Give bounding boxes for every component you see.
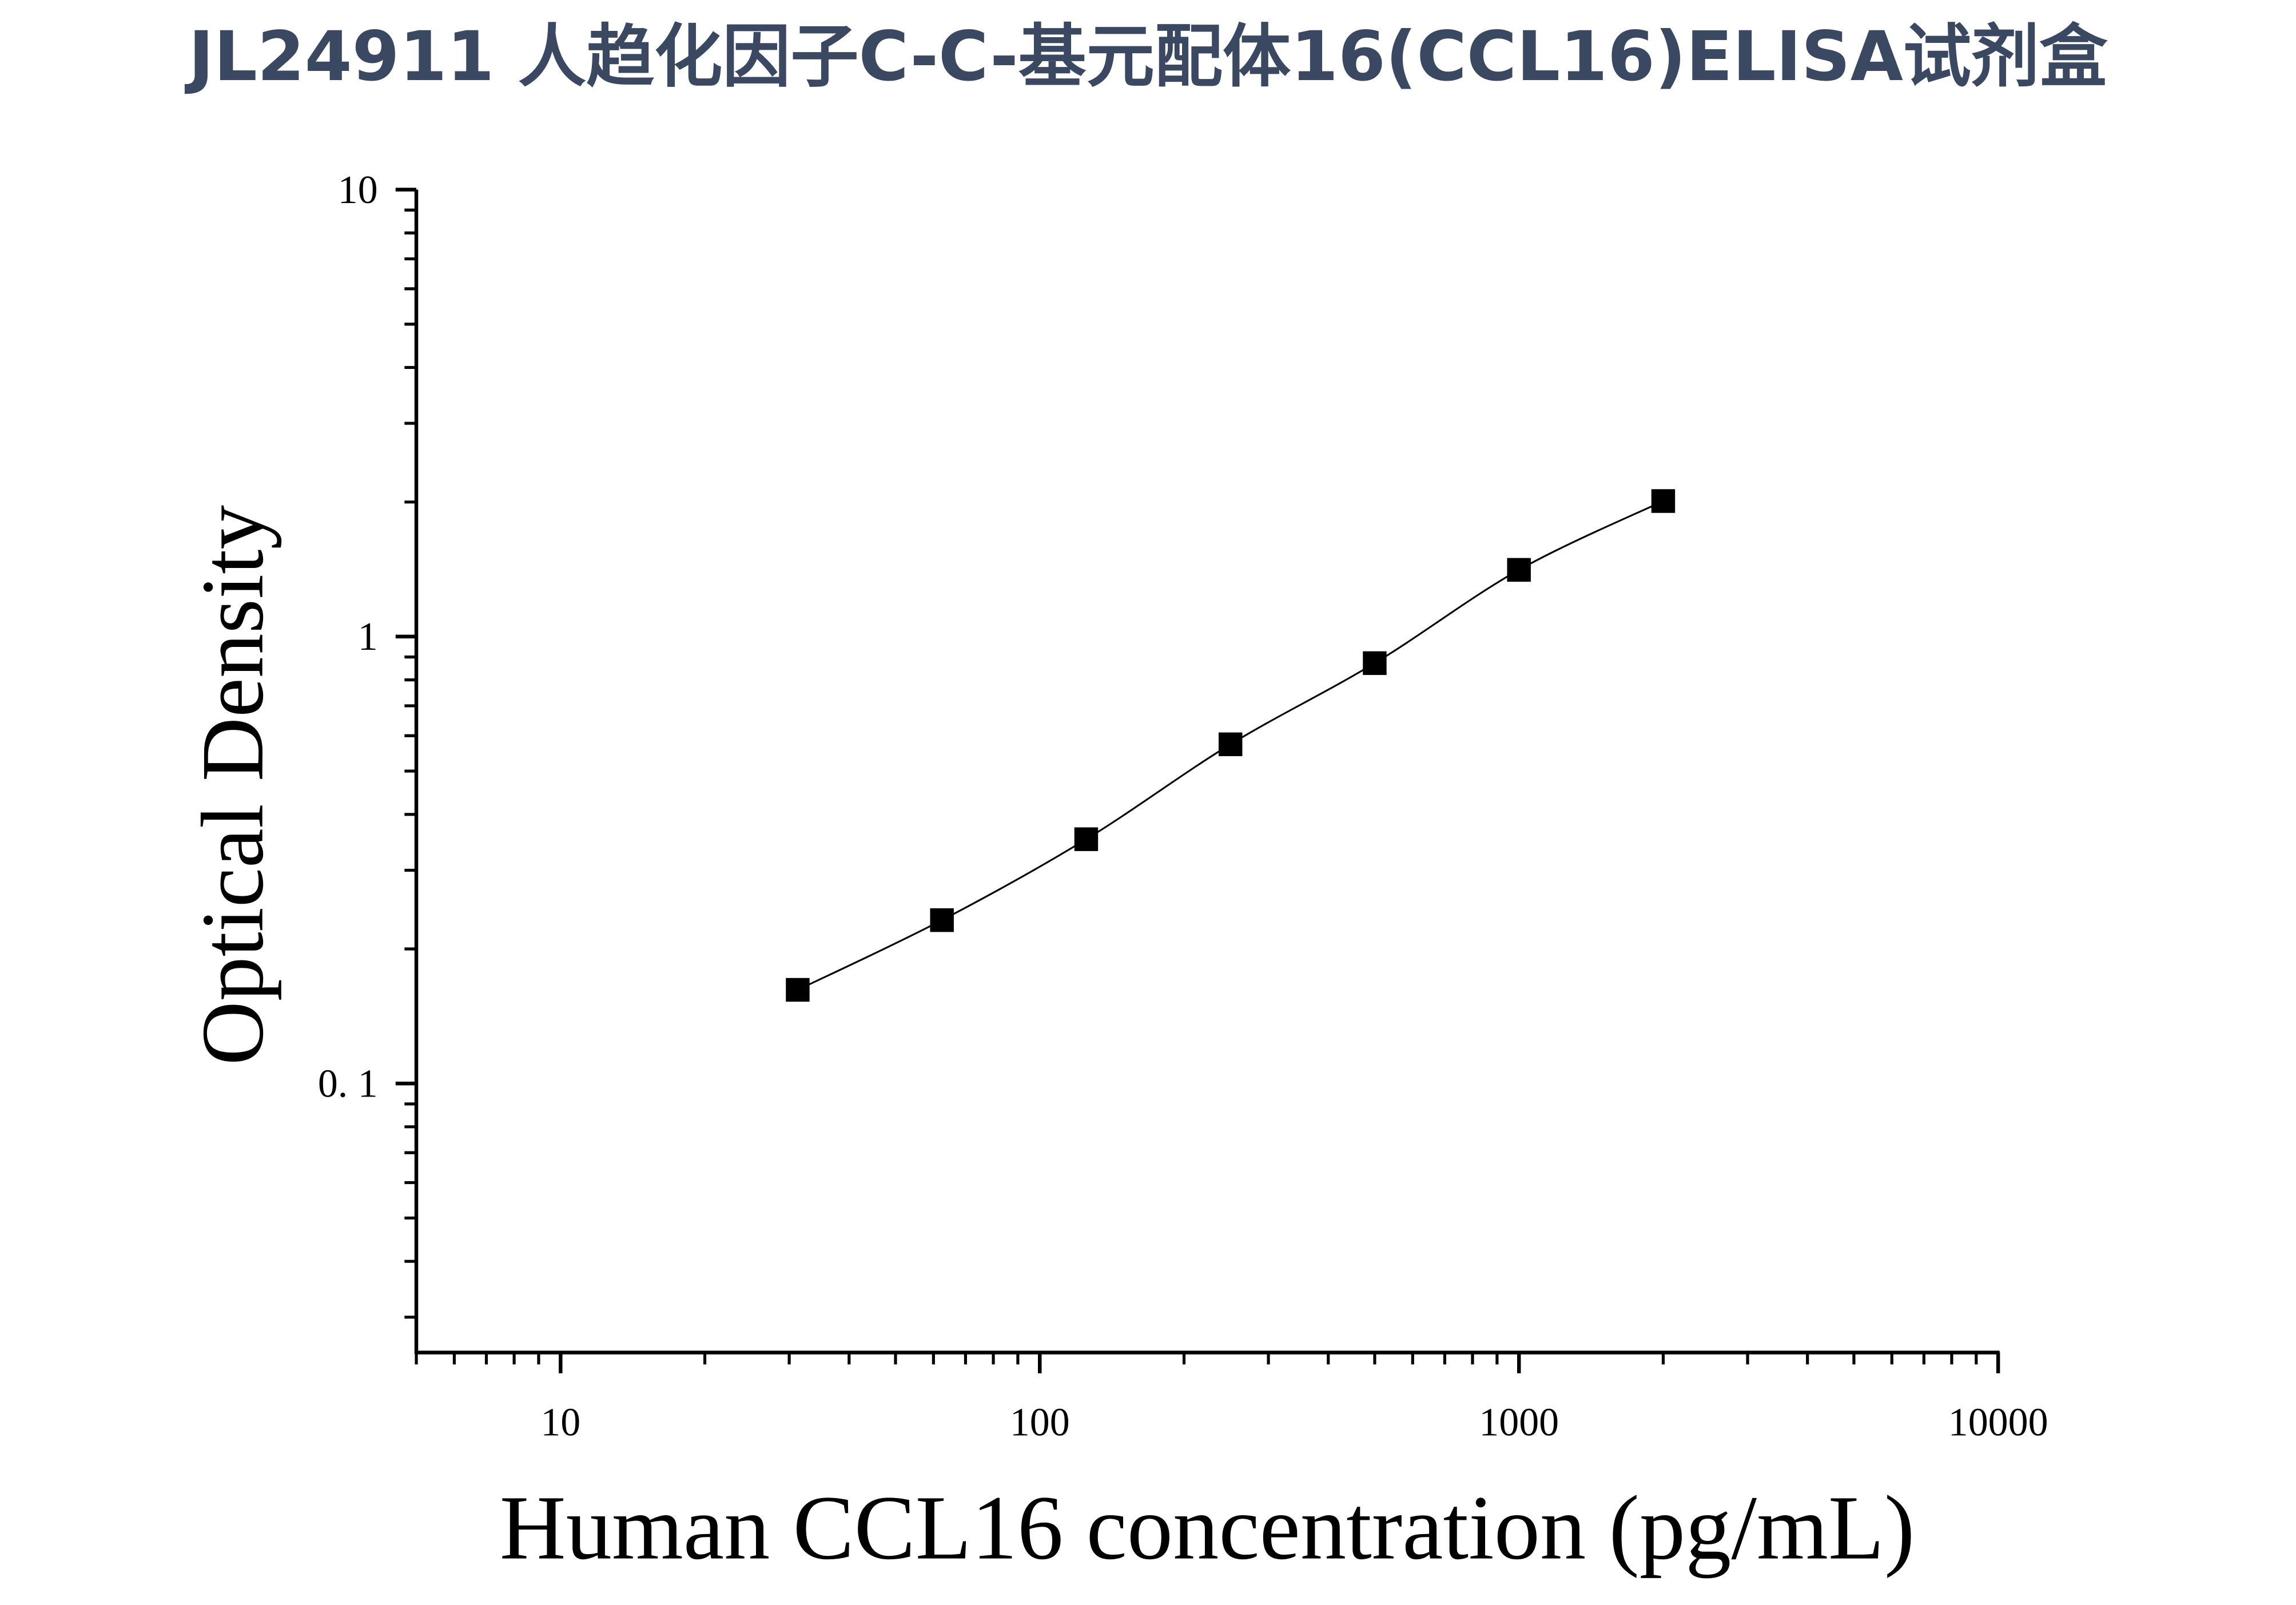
chart-title: JL24911 人趋化因子C-C-基元配体16(CCL16)ELISA试剂盒 [185,17,2108,97]
x-tick-label: 1000 [1479,1401,1559,1445]
x-axis-label: Human CCL16 concentration (pg/mL) [500,1477,1915,1579]
data-point [930,908,954,932]
data-point [1507,558,1531,582]
x-tick-label: 10000 [1948,1401,2048,1445]
data-point [1074,827,1099,851]
data-point [1218,732,1243,756]
data-point [786,978,810,1002]
x-tick-label: 10 [540,1401,580,1445]
y-tick-label: 10 [338,168,378,212]
x-tick-label: 100 [1010,1401,1070,1445]
data-point [1651,489,1676,513]
data-point [1363,651,1387,676]
y-tick-label: 1 [358,615,378,659]
y-tick-label: 0. 1 [318,1062,378,1106]
y-axis-label: Optical Density [184,505,282,1066]
